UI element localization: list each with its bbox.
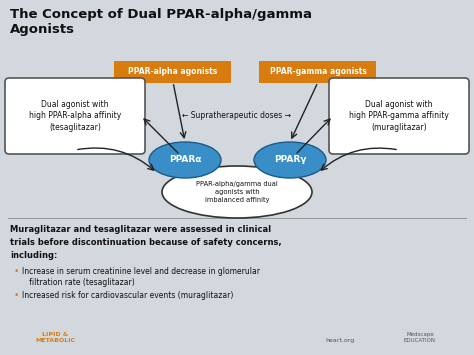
Text: PPAR-alpha/gamma dual
agonists with
imbalanced affinity: PPAR-alpha/gamma dual agonists with imba… xyxy=(196,181,278,203)
Text: •: • xyxy=(14,291,19,300)
Text: Dual agonist with
high PPAR-alpha affinity
(tesaglitazar): Dual agonist with high PPAR-alpha affini… xyxy=(29,100,121,132)
Ellipse shape xyxy=(254,142,326,178)
Text: •: • xyxy=(14,267,19,276)
FancyBboxPatch shape xyxy=(5,78,145,154)
Text: Muraglitazar and tesaglitazar were assessed in clinical: Muraglitazar and tesaglitazar were asses… xyxy=(10,225,271,234)
Text: LIPID &
METABOLIC: LIPID & METABOLIC xyxy=(35,332,75,343)
Text: Increase in serum creatinine level and decrease in glomerular: Increase in serum creatinine level and d… xyxy=(22,267,260,276)
Text: Dual agonist with
high PPAR-gamma affinity
(muraglitazar): Dual agonist with high PPAR-gamma affini… xyxy=(349,100,449,132)
Text: heart.org: heart.org xyxy=(325,338,355,343)
Text: PPAR-gamma agonists: PPAR-gamma agonists xyxy=(270,67,366,76)
Text: Increased risk for cardiovascular events (muraglitazar): Increased risk for cardiovascular events… xyxy=(22,291,233,300)
FancyBboxPatch shape xyxy=(259,61,376,83)
Text: including:: including: xyxy=(10,251,57,260)
FancyBboxPatch shape xyxy=(329,78,469,154)
Text: PPARα: PPARα xyxy=(169,155,201,164)
Text: PPAR-alpha agonists: PPAR-alpha agonists xyxy=(128,67,218,76)
Text: The Concept of Dual PPAR-alpha/gamma
Agonists: The Concept of Dual PPAR-alpha/gamma Ago… xyxy=(10,8,312,36)
Text: trials before discontinuation because of safety concerns,: trials before discontinuation because of… xyxy=(10,238,282,247)
Ellipse shape xyxy=(149,142,221,178)
Text: filtration rate (tesaglitazar): filtration rate (tesaglitazar) xyxy=(22,278,135,287)
Ellipse shape xyxy=(162,166,312,218)
Text: Medscape
EDUCATION: Medscape EDUCATION xyxy=(404,332,436,343)
FancyBboxPatch shape xyxy=(115,61,231,83)
Text: PPARγ: PPARγ xyxy=(274,155,306,164)
Text: ← Supratherapeutic doses →: ← Supratherapeutic doses → xyxy=(182,111,292,120)
